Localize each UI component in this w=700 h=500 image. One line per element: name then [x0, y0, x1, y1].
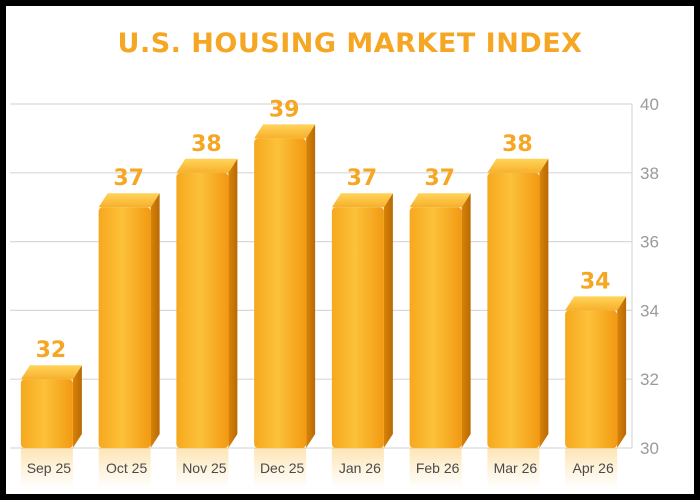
bar [331, 193, 393, 488]
data-label: 39 [269, 97, 300, 122]
y-tick-label: 34 [640, 301, 659, 320]
bar-top [176, 158, 238, 173]
bar-top [254, 124, 316, 139]
bar-side [306, 124, 316, 449]
bar-reflection [20, 448, 73, 488]
bar-side [72, 365, 82, 448]
bar-side [383, 193, 393, 448]
x-tick-label: Apr 26 [573, 460, 614, 476]
bar-top [331, 193, 393, 208]
bar-front [331, 207, 384, 448]
bar [98, 193, 160, 488]
x-tick-label: Feb 26 [416, 460, 460, 476]
bar-front [254, 138, 307, 448]
x-tick-label: Dec 25 [260, 460, 305, 476]
y-tick-label: 32 [640, 370, 659, 389]
bar-top [98, 193, 160, 208]
bar-chart: 30 32 34 36 38 40 32 Sep 25 37 Oct 25 38 Nov 25 39 D… [10, 95, 659, 488]
bar-top [487, 158, 549, 173]
data-label: 34 [580, 269, 611, 294]
bar-top [565, 296, 627, 311]
data-label: 38 [191, 132, 222, 157]
bar-reflection [409, 448, 462, 488]
y-tick-label: 38 [640, 164, 659, 183]
x-tick-label: Sep 25 [27, 460, 72, 476]
data-label: 32 [36, 338, 67, 363]
bar [565, 296, 627, 488]
bar [487, 158, 549, 488]
x-tick-label: Oct 25 [106, 460, 147, 476]
chart-title: U.S. HOUSING MARKET INDEX [117, 28, 583, 59]
x-tick-label: Nov 25 [182, 460, 227, 476]
data-label: 37 [113, 166, 144, 191]
data-label: 37 [347, 166, 378, 191]
bar-reflection [487, 448, 540, 488]
bar-side [539, 158, 549, 449]
x-tick-label: Mar 26 [494, 460, 538, 476]
data-label: 37 [424, 166, 455, 191]
y-tick-label: 40 [640, 95, 659, 114]
bar-side [228, 158, 238, 449]
bar-reflection [331, 448, 384, 488]
y-tick-label: 30 [640, 439, 659, 458]
bar-top [20, 365, 82, 380]
bar-front [98, 207, 151, 448]
bar-reflection [565, 448, 618, 488]
bar-reflection [254, 448, 307, 488]
bar-top [409, 193, 471, 208]
bar [254, 124, 316, 488]
bar-side [150, 193, 160, 448]
chart-frame: U.S. HOUSING MARKET INDEX 30 32 34 36 38 40 [6, 6, 694, 494]
bar-front [487, 172, 540, 449]
bar-reflection [98, 448, 151, 488]
bar [20, 365, 82, 488]
data-label: 38 [502, 132, 533, 157]
bar [409, 193, 471, 488]
bar-front [20, 379, 73, 448]
x-tick-label: Jan 26 [339, 460, 381, 476]
bar-front [565, 310, 618, 448]
bar-reflection [176, 448, 229, 488]
bar-side [617, 296, 627, 448]
bar-front [176, 172, 229, 449]
bar-front [409, 207, 462, 448]
bar-side [461, 193, 471, 448]
y-tick-label: 36 [640, 233, 659, 252]
bar [176, 158, 238, 488]
